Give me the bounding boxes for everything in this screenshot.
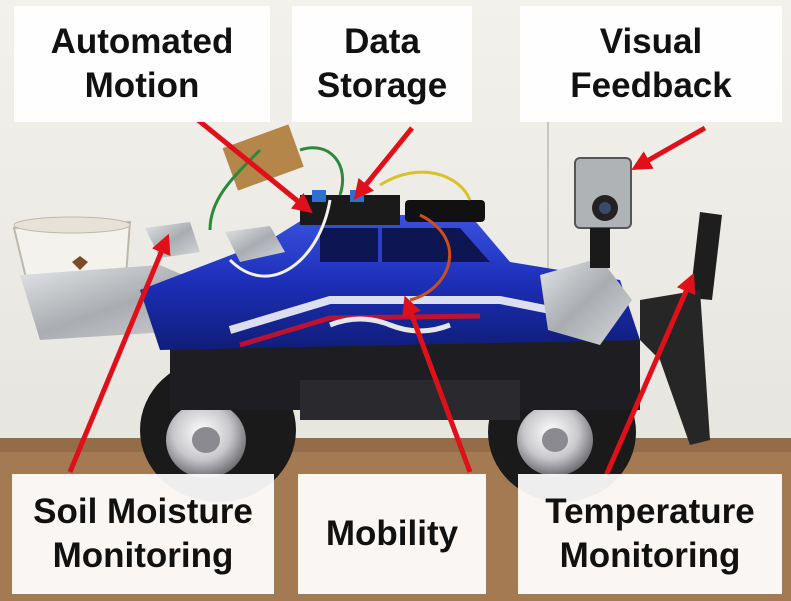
annotation-arrows	[67, 118, 707, 479]
label-temperature-monitoring: Temperature Monitoring	[518, 474, 782, 594]
label-visual-feedback-line2: Feedback	[570, 66, 732, 105]
label-temperature-line2: Monitoring	[559, 536, 741, 575]
label-mobility-line1: Mobility	[325, 514, 459, 553]
label-mobility: Mobility	[298, 474, 486, 594]
label-data-storage: Data Storage	[292, 6, 472, 122]
label-automated-motion: Automated Motion	[14, 6, 270, 122]
label-data-storage-line1: Data	[344, 22, 420, 61]
camera	[574, 157, 632, 268]
circuit-board	[222, 124, 304, 191]
label-automated-motion-line1: Automated	[50, 22, 234, 61]
label-temperature-line1: Temperature	[545, 492, 755, 531]
label-soil-moisture-line1: Soil Moisture	[33, 492, 253, 531]
label-visual-feedback-line1: Visual	[599, 22, 703, 61]
label-visual-feedback: Visual Feedback	[520, 6, 782, 122]
roof-electronics	[208, 124, 485, 302]
label-data-storage-line2: Storage	[316, 66, 448, 105]
label-soil-moisture-monitoring: Soil Moisture Monitoring	[12, 474, 274, 594]
label-soil-moisture-line2: Monitoring	[52, 536, 234, 575]
label-automated-motion-line2: Motion	[84, 66, 200, 105]
temperature-probe	[640, 212, 722, 445]
truck-window	[320, 228, 490, 262]
foil-wrap-front	[540, 258, 632, 345]
